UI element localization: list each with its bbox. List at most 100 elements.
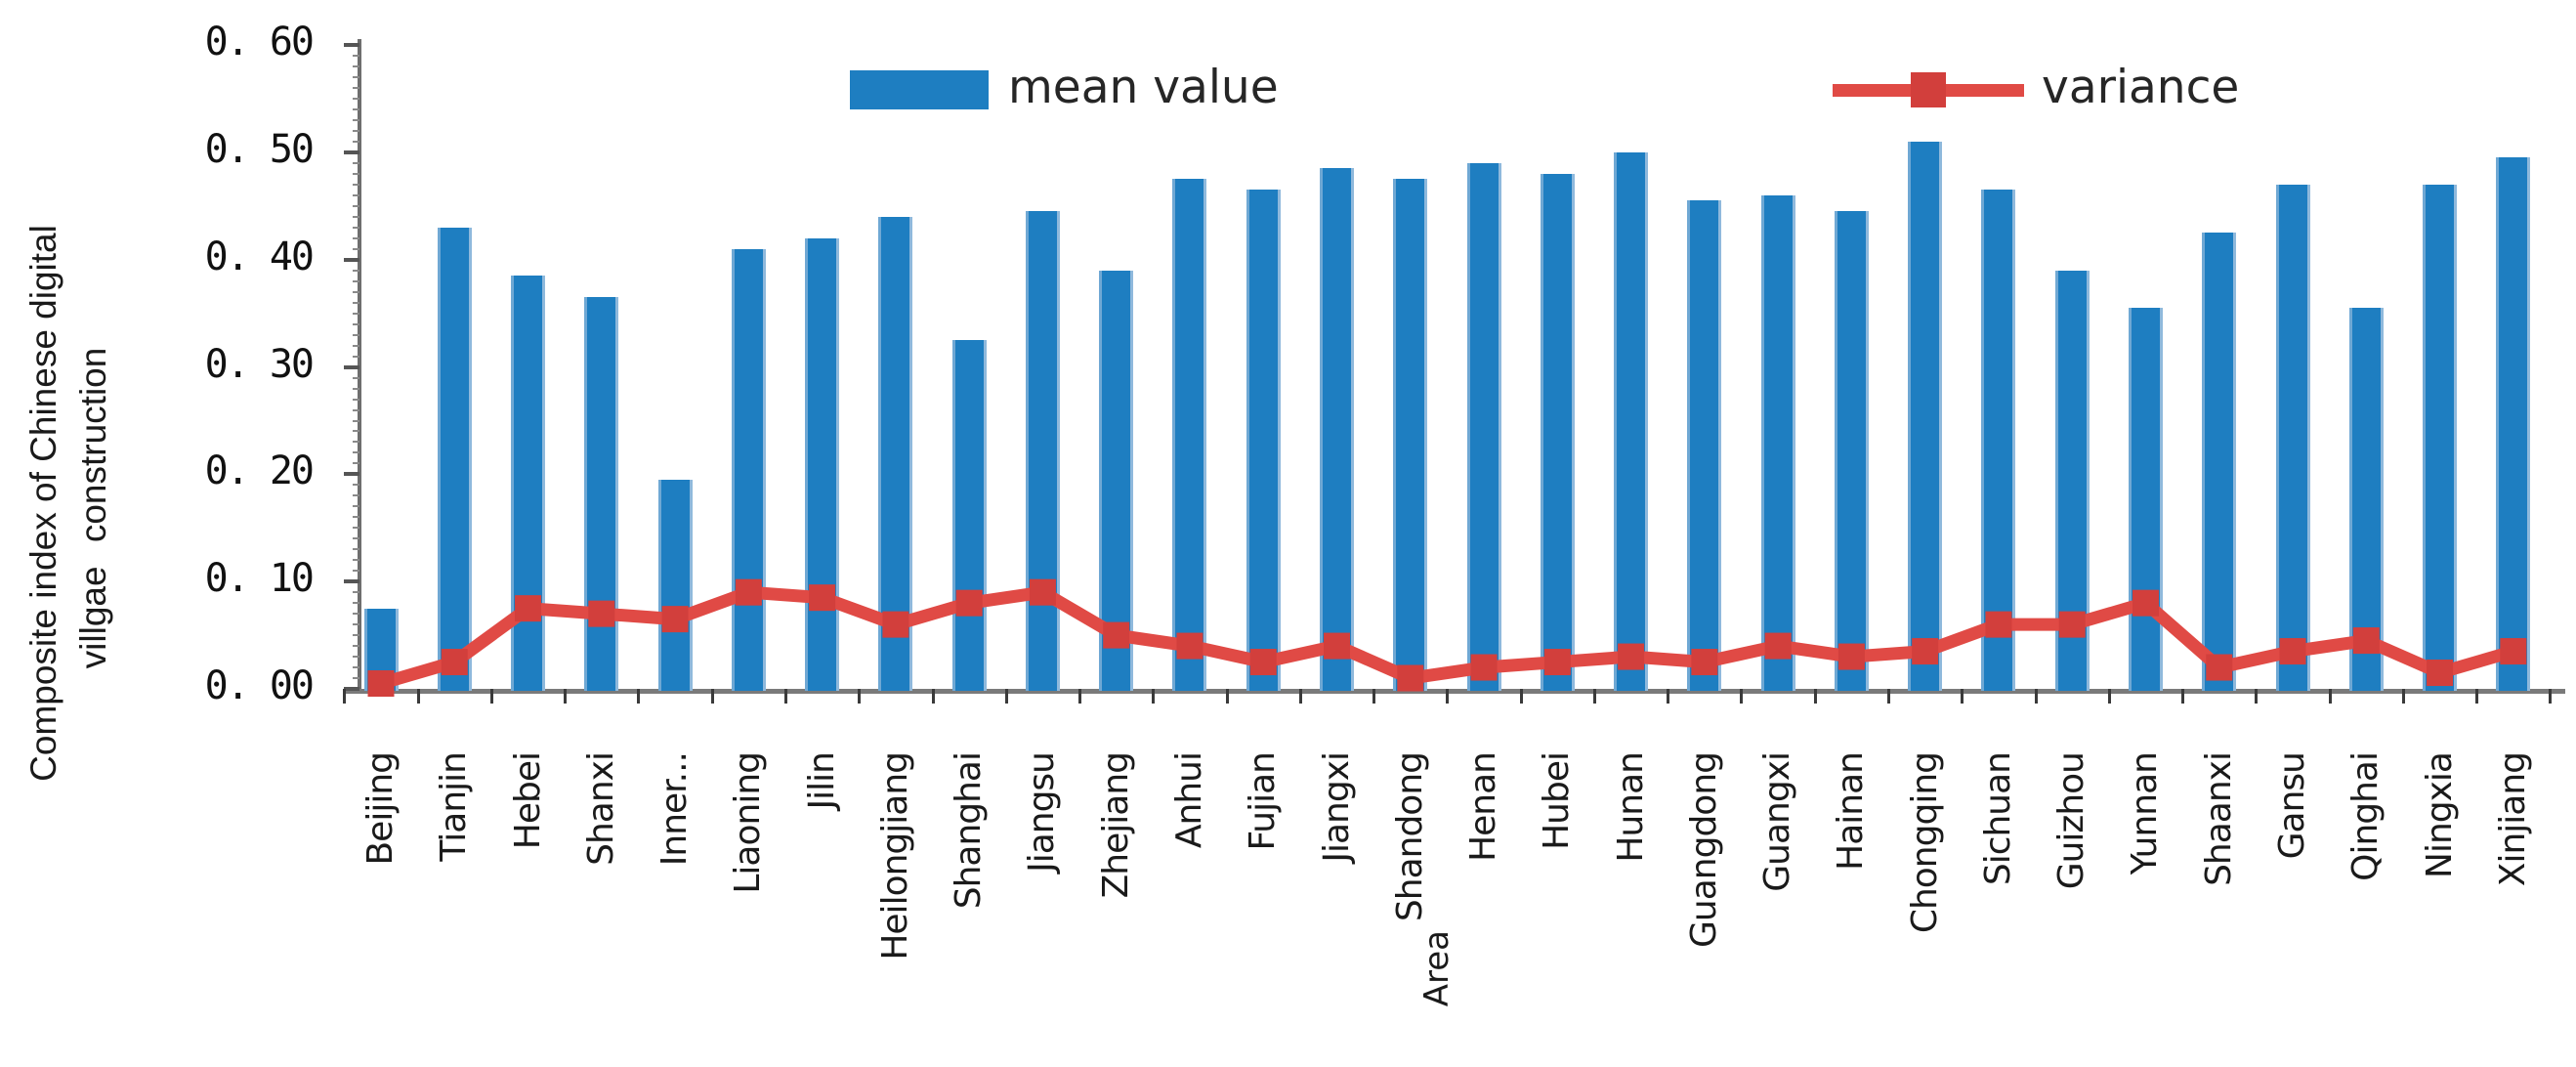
bar-hunan (1614, 152, 1649, 691)
y-major-tick (344, 257, 359, 262)
y-minor-tick (353, 451, 359, 454)
x-label-qinghai: Qinghai (2345, 752, 2386, 881)
y-minor-tick (353, 172, 359, 175)
x-axis-title: Area (1417, 930, 1457, 1007)
y-minor-tick (353, 505, 359, 508)
bar-jilin (805, 237, 840, 691)
x-tick (858, 689, 862, 704)
x-label-hebei: Hebei (507, 752, 548, 850)
legend-variance-label: variance (2042, 61, 2240, 114)
x-label-guizhou: Guizhou (2051, 752, 2092, 890)
x-axis (344, 689, 2565, 694)
x-tick (1298, 689, 1302, 704)
y-tick-label-0.40: 0. 40 (204, 234, 315, 279)
y-minor-tick (353, 666, 359, 669)
y-tick-label-0.20: 0. 20 (204, 448, 315, 494)
x-tick (489, 689, 493, 704)
bar-jiangxi (1320, 168, 1354, 691)
bar-qinghai (2348, 308, 2384, 691)
x-label-shaanxi: Shaanxi (2198, 752, 2239, 886)
y-minor-tick (353, 376, 359, 379)
x-label-chongqing: Chongqing (1904, 752, 1945, 934)
y-tick-label-0.30: 0. 30 (204, 341, 315, 387)
y-minor-tick (353, 108, 359, 111)
y-minor-tick (353, 333, 359, 336)
y-minor-tick (353, 398, 359, 401)
y-minor-tick (353, 119, 359, 122)
x-label-yunnan: Yunnan (2125, 752, 2166, 875)
y-minor-tick (353, 141, 359, 144)
y-major-tick (344, 364, 359, 369)
x-tick (343, 689, 347, 704)
x-tick (931, 689, 935, 704)
x-tick (1592, 689, 1596, 704)
x-label-hunan: Hunan (1610, 752, 1651, 863)
bar-fujian (1246, 190, 1281, 691)
y-minor-tick (353, 623, 359, 626)
legend-variance-marker-icon (1911, 72, 1946, 107)
y-axis (358, 39, 361, 693)
y-major-tick (344, 43, 359, 48)
y-minor-tick (353, 537, 359, 540)
x-tick (1078, 689, 1082, 704)
y-minor-tick (353, 677, 359, 680)
y-minor-tick (353, 87, 359, 90)
y-minor-tick (353, 484, 359, 487)
bar-zhejiang (1099, 270, 1134, 691)
y-minor-tick (353, 387, 359, 390)
x-tick (2181, 689, 2185, 704)
bar-liaoning (731, 248, 766, 691)
bar-shandong (1393, 179, 1428, 691)
bar-shaanxi (2202, 233, 2237, 691)
x-label-xinjiang: Xinjiang (2492, 752, 2533, 887)
bar-gansu (2275, 184, 2310, 691)
y-minor-tick (353, 130, 359, 133)
y-minor-tick (353, 183, 359, 186)
y-tick-label-0.60: 0. 60 (204, 20, 315, 65)
x-tick (1519, 689, 1523, 704)
y-minor-tick (353, 441, 359, 444)
bar-hebei (511, 276, 546, 691)
x-label-shandong: Shandong (1389, 752, 1430, 922)
x-tick (1813, 689, 1817, 704)
x-tick (1887, 689, 1891, 704)
bar-anhui (1172, 179, 1207, 691)
x-tick (1152, 689, 1156, 704)
x-label-inner: Inner... (655, 752, 696, 867)
x-tick (1225, 689, 1229, 704)
bar-yunnan (2128, 308, 2163, 691)
y-minor-tick (353, 494, 359, 497)
bar-sichuan (1981, 190, 2016, 691)
y-major-tick (344, 687, 359, 691)
x-tick (564, 689, 568, 704)
y-tick-label-0.00: 0. 00 (204, 663, 315, 708)
x-label-liaoning: Liaoning (728, 752, 769, 894)
x-tick (1446, 689, 1450, 704)
y-minor-tick (353, 516, 359, 519)
bar-shanghai (951, 340, 987, 691)
bar-hainan (1834, 211, 1869, 691)
x-tick (2328, 689, 2332, 704)
x-label-jilin: Jilin (801, 752, 842, 810)
y-minor-tick (353, 527, 359, 530)
bar-henan (1466, 162, 1501, 691)
bar-inner (657, 479, 693, 691)
y-tick-label-0.10: 0. 10 (204, 556, 315, 602)
y-minor-tick (353, 344, 359, 347)
y-minor-tick (353, 161, 359, 164)
x-label-gansu: Gansu (2272, 752, 2313, 860)
y-axis-title-line-2: villgae construction (73, 347, 113, 669)
y-minor-tick (353, 634, 359, 637)
bar-hubei (1540, 173, 1575, 691)
y-minor-tick (353, 602, 359, 605)
x-label-zhejiang: Zhejiang (1095, 752, 1136, 899)
bar-beijing (363, 608, 399, 691)
y-tick-label-0.50: 0. 50 (204, 127, 315, 172)
y-minor-tick (353, 301, 359, 304)
y-minor-tick (353, 236, 359, 239)
x-label-guangdong: Guangdong (1683, 752, 1724, 948)
x-tick (2034, 689, 2038, 704)
y-minor-tick (353, 570, 359, 573)
x-tick (2475, 689, 2479, 704)
bar-shanxi (584, 297, 619, 691)
